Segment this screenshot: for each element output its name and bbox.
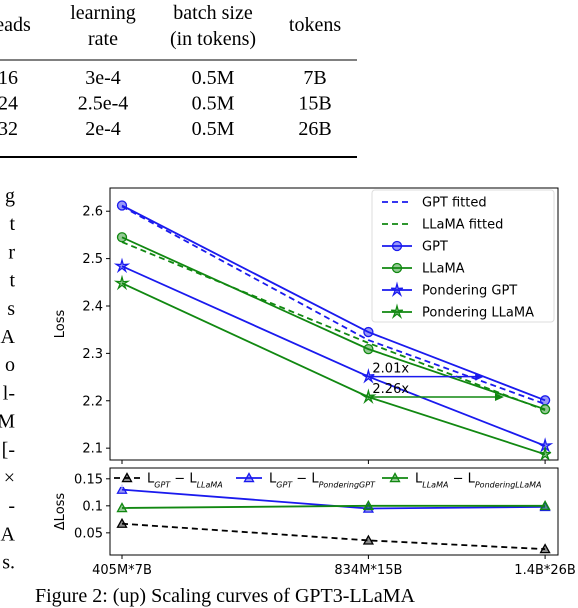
y-tick-label: 2.3 <box>82 347 103 362</box>
x-tick-label: 1.4B*26B <box>514 563 576 578</box>
table-cell: 7B <box>303 67 326 89</box>
x-tick-label: 405M*7B <box>92 563 152 578</box>
marker <box>538 445 552 462</box>
y-tick-label: 0.15 <box>74 472 103 487</box>
legend-label: LLaMA <box>422 262 465 277</box>
legend-label: LLaMA fitted <box>422 218 503 233</box>
marker <box>539 499 551 511</box>
legend-label: Pondering LLaMA <box>422 306 534 321</box>
body-text-fragment: - <box>8 495 15 517</box>
body-text-fragment: s <box>7 298 15 320</box>
marker <box>362 502 375 513</box>
body-text-fragment: o <box>5 354 15 376</box>
legend-marker <box>391 262 403 274</box>
marker <box>116 502 128 513</box>
marker <box>113 274 131 291</box>
series-line <box>121 504 546 509</box>
caption: Figure 2: (up) Scaling curves of GPT3-LL… <box>35 585 415 607</box>
marker <box>116 517 128 528</box>
marker <box>539 395 551 406</box>
series-line <box>121 205 546 405</box>
series-line <box>121 488 546 510</box>
y-tick-label: 2.4 <box>82 299 103 314</box>
annotation-text: 2.26x <box>372 382 409 397</box>
legend-marker <box>390 303 404 319</box>
series-line <box>121 236 546 411</box>
legend-label: LGPT − LLLaMA <box>147 472 223 490</box>
legend-marker <box>390 281 404 297</box>
plot-frame <box>109 187 559 461</box>
marker <box>362 499 375 511</box>
table-cell: 32 <box>0 118 18 140</box>
body-text-fragment: t <box>9 270 15 292</box>
y-tick-label: 0.05 <box>74 526 103 541</box>
y-tick-label: 2.5 <box>82 252 103 267</box>
body-text-fragment: A <box>1 523 16 545</box>
legend-box <box>371 189 555 323</box>
series-line <box>121 241 546 412</box>
marker <box>539 543 551 554</box>
table-header: tokens <box>289 14 341 36</box>
y-tick-label: 0.1 <box>82 499 103 514</box>
table-header: heads <box>0 14 31 36</box>
body-text-fragment: s. <box>2 552 15 574</box>
marker <box>116 200 128 211</box>
table-cell: 2e-4 <box>85 118 121 140</box>
series-line <box>121 204 546 402</box>
marker <box>116 232 128 243</box>
table-cell: 15B <box>298 93 331 115</box>
legend-marker <box>121 472 133 483</box>
y-tick-label: 2.6 <box>82 205 103 220</box>
table-cell: 26B <box>298 118 331 140</box>
table-cell: 16 <box>0 67 18 89</box>
table-header: (in tokens) <box>170 28 256 50</box>
y-axis-label: ΔLoss <box>53 493 68 531</box>
marker <box>363 326 374 338</box>
body-text-fragment: [- <box>2 439 15 461</box>
table-header: batch size <box>173 2 253 24</box>
annotation-arrowhead <box>494 392 504 401</box>
table-cell: 2.5e-4 <box>78 93 129 115</box>
annotation-arrowhead <box>475 372 485 381</box>
legend-marker <box>391 240 403 252</box>
body-text-fragment: r <box>8 241 15 263</box>
table-header: rate <box>88 28 118 50</box>
table-cell: 0.5M <box>192 118 235 140</box>
marker <box>363 343 374 355</box>
body-text-fragment: × <box>4 467 15 489</box>
table-cell: 0.5M <box>192 93 235 115</box>
table-cell: 0.5M <box>192 67 235 89</box>
legend-label: Pondering GPT <box>422 284 517 299</box>
legend-marker <box>389 472 401 483</box>
marker <box>539 404 551 415</box>
body-text-fragment: M <box>0 411 15 433</box>
marker <box>362 534 375 545</box>
series-line <box>121 522 546 550</box>
legend-label: LLLaMA − LPonderingLLaMA <box>415 472 542 490</box>
y-tick-label: 2.1 <box>82 442 103 457</box>
table-header: learning <box>70 2 136 24</box>
body-text-fragment: t <box>9 213 15 235</box>
table-cell: 3e-4 <box>85 67 121 89</box>
legend-marker <box>243 472 255 483</box>
body-text-fragment: A <box>1 326 16 348</box>
table-cell: 24 <box>0 93 18 115</box>
annotation-text: 2.01x <box>372 362 409 377</box>
x-tick-label: 834M*15B <box>334 563 402 578</box>
marker <box>113 257 131 274</box>
legend-label: GPT fitted <box>422 196 487 211</box>
plot-frame <box>109 467 559 556</box>
body-text-fragment: g <box>5 185 15 207</box>
y-axis-label: Loss <box>53 310 68 339</box>
legend-label: GPT <box>422 240 448 255</box>
legend-box <box>111 470 557 487</box>
legend-label: LGPT − LPonderingGPT <box>269 472 376 490</box>
body-text-fragment: l- <box>3 382 15 404</box>
marker <box>116 483 128 494</box>
y-tick-label: 2.2 <box>82 394 103 409</box>
